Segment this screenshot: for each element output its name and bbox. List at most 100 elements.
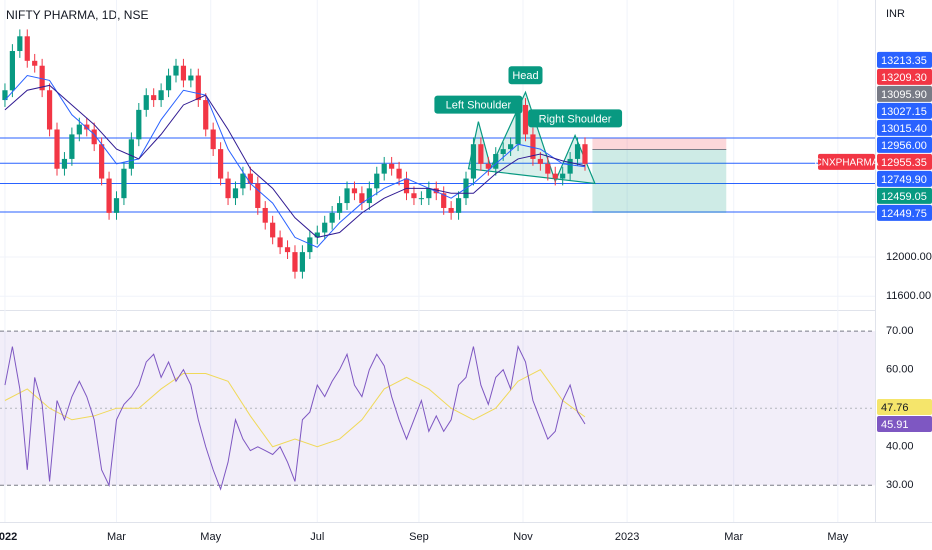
candle-body xyxy=(106,178,112,213)
price-badge-label: 12749.90 xyxy=(881,174,927,186)
candle-body xyxy=(344,188,350,204)
candle-body xyxy=(381,163,387,174)
candle-body xyxy=(255,183,261,208)
candle-body xyxy=(151,95,157,101)
x-tick-label: Mar xyxy=(724,531,743,543)
moving-average xyxy=(4,84,586,238)
candle-body xyxy=(522,104,529,135)
candle-body xyxy=(69,134,75,159)
y-tick-label: 12000.00 xyxy=(886,251,932,263)
candle-body xyxy=(470,144,477,179)
candle-body xyxy=(188,75,194,81)
candle-body xyxy=(403,178,410,194)
price-badge-label: 12956.00 xyxy=(881,140,927,152)
candle-body xyxy=(433,188,439,194)
x-tick-label: May xyxy=(827,531,848,543)
candle-body xyxy=(411,193,417,199)
currency: INR xyxy=(886,8,905,20)
candle-body xyxy=(76,124,82,135)
candle-body xyxy=(136,109,142,140)
candle-body xyxy=(508,144,514,150)
candle-body xyxy=(389,163,395,169)
price-badge xyxy=(877,170,932,187)
rsi-ma-line xyxy=(4,369,586,448)
candle-body xyxy=(39,65,45,91)
price-badge xyxy=(877,68,932,85)
y-tick-label: 40.00 xyxy=(886,441,914,453)
candle-body xyxy=(210,129,216,150)
candle-body xyxy=(247,173,253,184)
candle-body xyxy=(515,104,521,145)
price-badge xyxy=(877,153,932,170)
annotation-label: Head xyxy=(512,70,538,82)
price-badge xyxy=(877,51,932,68)
candle-body xyxy=(180,65,187,81)
candle-body xyxy=(500,149,506,155)
candle-body xyxy=(366,188,372,204)
y-tick-label: 11600.00 xyxy=(886,290,931,302)
candle-body xyxy=(441,193,447,208)
x-tick-label: Nov xyxy=(513,531,533,543)
candle-body xyxy=(336,203,343,213)
candle-body xyxy=(32,60,38,66)
candle-body xyxy=(277,237,283,248)
candle-body xyxy=(54,129,60,169)
candle-body xyxy=(195,75,201,101)
candle-body xyxy=(232,188,239,199)
candle-body xyxy=(545,163,551,174)
stop-zone xyxy=(592,138,727,150)
candle-body xyxy=(284,247,291,253)
candle-body xyxy=(396,168,402,179)
rsi-line xyxy=(4,344,586,491)
price-badge-label: 13213.35 xyxy=(881,55,927,67)
x-tick-label: Sep xyxy=(409,531,429,543)
price-badge xyxy=(877,204,932,221)
candle-body xyxy=(582,144,588,164)
y-tick-label: 70.00 xyxy=(886,325,914,337)
candle-body xyxy=(307,237,313,253)
candle-body xyxy=(203,100,209,130)
price-badge xyxy=(877,398,932,415)
price-badge-label: 13015.40 xyxy=(881,123,927,135)
price-badge xyxy=(877,415,932,432)
annotation-label: Left Shoulder xyxy=(446,100,512,112)
x-tick-label: 2022 xyxy=(0,531,17,543)
candle-body xyxy=(128,139,134,169)
candle-body xyxy=(17,36,23,52)
chart-title: NIFTY PHARMA, 1D, NSE xyxy=(6,8,148,22)
candle-body xyxy=(329,212,335,223)
price-badge-label: 13095.90 xyxy=(881,89,927,101)
candle-body xyxy=(314,232,320,238)
target-zone xyxy=(592,149,727,213)
annotation-badge xyxy=(508,66,543,85)
candle-body xyxy=(165,75,172,91)
candle-body xyxy=(567,158,573,174)
symbol-badge xyxy=(818,153,875,170)
x-tick-label: Jul xyxy=(310,531,324,543)
candle-body xyxy=(351,188,358,194)
price-badge-label: 47.76 xyxy=(881,402,909,414)
candle-body xyxy=(560,173,566,179)
candle-body xyxy=(143,95,149,110)
candle-body xyxy=(478,144,484,164)
annotation-label: Right Shoulder xyxy=(539,113,612,125)
candle-body xyxy=(485,163,491,169)
price-badge-label: 12955.35 xyxy=(881,157,927,169)
candle-body xyxy=(173,65,179,76)
candle-body xyxy=(225,178,231,199)
candle-body xyxy=(292,252,298,272)
candle-body xyxy=(218,149,224,179)
price-badge-label: 45.91 xyxy=(881,419,909,431)
price-badge-label: 13209.30 xyxy=(881,72,927,84)
price-badge xyxy=(877,102,932,119)
candle-body xyxy=(374,173,380,189)
candle-body xyxy=(426,188,432,199)
price-badge xyxy=(877,119,932,136)
candle-body xyxy=(158,90,164,101)
x-tick-label: May xyxy=(200,531,221,543)
price-badge-label: 13027.15 xyxy=(881,106,927,118)
candle-body xyxy=(113,198,120,213)
candle-body xyxy=(2,90,8,101)
